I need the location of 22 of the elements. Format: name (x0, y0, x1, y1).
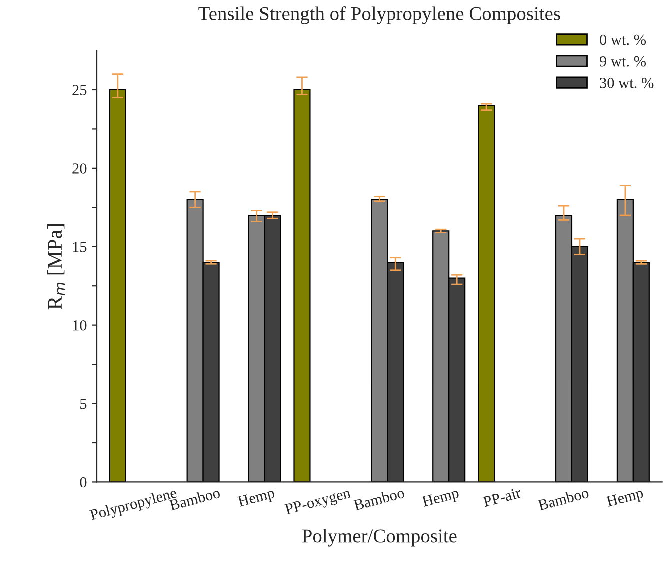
y-axis-title: R$_{m}$ [MPa] (47, 224, 66, 310)
y-tick-label: 25 (72, 85, 87, 96)
chart-title: Tensile Strength of Polypropylene Composites (198, 6, 560, 24)
x-tick-label: Hemp (238, 488, 276, 510)
x-tick-label: PP-air (482, 488, 522, 508)
y-tick-label: 0 (80, 477, 87, 488)
x-tick-label: Hemp (606, 488, 645, 510)
x-tick-label: Bamboo (538, 487, 590, 511)
legend-label: 30 wt. % (600, 78, 654, 88)
legend-label: 9 wt. % (600, 56, 646, 67)
x-axis-title: Polymer/Composite (302, 529, 457, 547)
x-tick-label: PP-oxygen (284, 488, 352, 518)
y-tick-label: 15 (73, 242, 87, 252)
x-tick-label: Bamboo (353, 487, 406, 511)
y-tick-label: 10 (73, 320, 87, 331)
bar (109, 89, 126, 482)
bar (478, 105, 496, 482)
legend-label: 0 wt. % (600, 34, 646, 46)
x-tick-label: Hemp (422, 488, 460, 510)
y-tick-label: 5 (80, 399, 87, 410)
bar (294, 89, 311, 482)
y-tick-label: 20 (72, 164, 87, 174)
